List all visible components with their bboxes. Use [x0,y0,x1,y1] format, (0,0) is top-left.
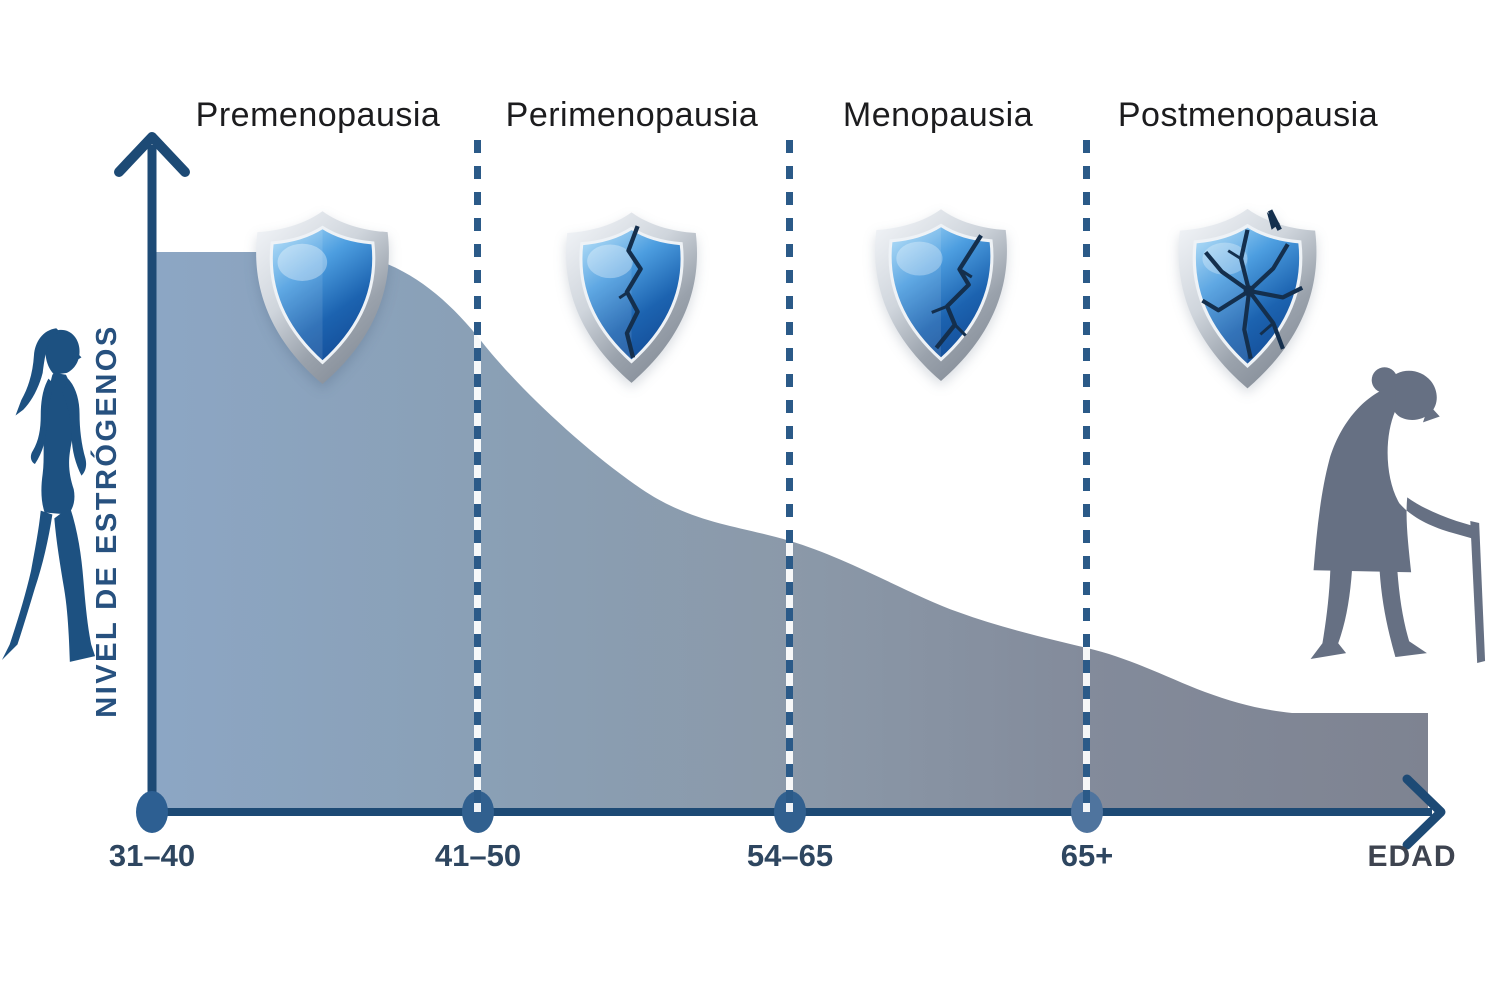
shield-single-crack-icon [565,212,698,383]
x-axis-arrow-icon [1402,774,1446,850]
axis-tick-dot-41-50 [462,791,494,833]
x-tick-54-65: 54–65 [746,838,834,873]
stage-divider-premenopausia-perimenopausia [474,140,481,812]
young-woman-silhouette-icon [1,328,96,662]
stage-title-premenopausia: Premenopausia [195,96,441,134]
shield-intact-icon [256,211,389,385]
elderly-woman-cane-silhouette-icon [1310,367,1486,663]
shield-shattered-icon [1178,208,1317,389]
stage-divider-menopausia-postmenopausia [1083,140,1090,812]
axis-tick-dot-54-65 [774,791,806,833]
x-tick-41-50: 41–50 [434,838,522,873]
x-tick-31-40: 31–40 [108,838,196,873]
x-tick-65plus: 65+ [1060,838,1114,873]
x-axis-title: EDAD [1367,840,1457,873]
y-axis-arrow-icon [114,132,190,177]
shield-cracked-icon [875,209,1007,381]
y-axis-title: NIVEL DE ESTRÓGENOS [91,324,123,718]
axis-tick-dot-31-40 [136,791,168,833]
stage-title-postmenopausia: Postmenopausia [1117,96,1379,134]
stage-title-perimenopausia: Perimenopausia [505,96,759,134]
stage-divider-perimenopausia-menopausia [786,140,793,812]
stage-title-menopausia: Menopausia [842,96,1034,134]
axis-tick-dot-65plus [1071,791,1103,833]
